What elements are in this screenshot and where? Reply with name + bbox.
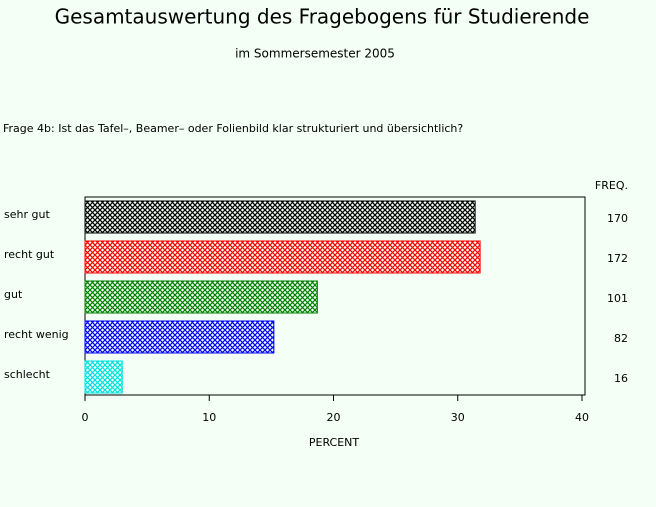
category-label: sehr gut xyxy=(4,208,50,221)
category-label: recht gut xyxy=(4,248,55,261)
category-label: recht wenig xyxy=(4,328,69,341)
x-tick-label: 30 xyxy=(451,411,465,424)
category-label: schlecht xyxy=(4,368,51,381)
chart-title: Gesamtauswertung des Fragebogens für Stu… xyxy=(55,5,590,29)
freq-label: 82 xyxy=(614,332,628,345)
bar xyxy=(84,360,123,394)
freq-header: FREQ. xyxy=(595,179,628,192)
x-tick-label: 0 xyxy=(82,411,89,424)
question: Frage 4b: Ist das Tafel–, Beamer– oder F… xyxy=(3,122,463,135)
category-label: gut xyxy=(4,288,23,301)
x-tick-label: 20 xyxy=(327,411,341,424)
freq-label: 170 xyxy=(607,212,628,225)
freq-label: 16 xyxy=(614,372,628,385)
chart-subtitle: im Sommersemester 2005 xyxy=(235,47,395,61)
bar xyxy=(84,200,476,234)
bar xyxy=(84,280,318,314)
freq-label: 101 xyxy=(607,292,628,305)
bar xyxy=(84,240,481,274)
x-axis-label: PERCENT xyxy=(309,436,360,449)
bar xyxy=(84,320,275,354)
freq-label: 172 xyxy=(607,252,628,265)
x-tick-label: 10 xyxy=(202,411,216,424)
x-tick-label: 40 xyxy=(575,411,589,424)
